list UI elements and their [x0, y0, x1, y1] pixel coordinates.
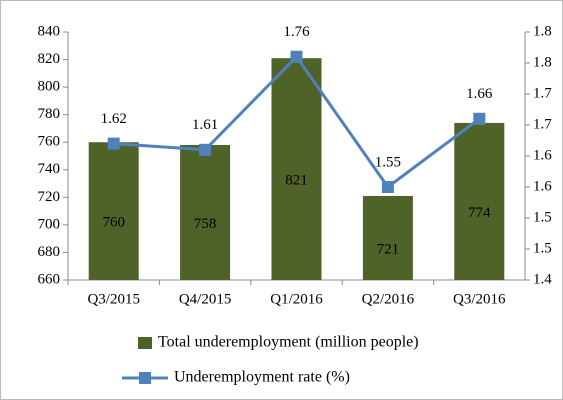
- bar: [454, 122, 505, 280]
- x-tick-label: Q1/2016: [270, 291, 323, 307]
- y-tick-label: 720: [38, 189, 61, 205]
- x-tick-label: Q3/2016: [453, 291, 506, 307]
- bar: [180, 144, 231, 280]
- bar: [362, 195, 413, 280]
- legend-label: Underemployment rate (%): [174, 369, 350, 386]
- y2-tick-label: 1.7: [533, 116, 552, 132]
- x-tick-label: Q3/2015: [87, 291, 140, 307]
- y2-tick-label: 1.5: [533, 240, 552, 256]
- y-tick-label: 740: [38, 161, 61, 177]
- line-value-label: 1.66: [466, 86, 493, 102]
- line-marker: [381, 181, 394, 193]
- bar-value-label: 758: [194, 216, 217, 232]
- bar-value-label: 721: [377, 241, 400, 257]
- legend-marker: [139, 372, 151, 384]
- y2-tick-label: 1.5: [533, 209, 552, 225]
- legend-swatch: [138, 337, 152, 349]
- bar-value-label: 774: [468, 205, 491, 221]
- legend-label: Total underemployment (million people): [158, 334, 419, 351]
- y-tick-label: 840: [38, 23, 61, 39]
- line-value-label: 1.62: [101, 111, 127, 127]
- bar: [271, 58, 322, 280]
- y2-tick-label: 1.6: [533, 147, 552, 163]
- line-value-label: 1.76: [283, 24, 310, 40]
- x-tick-label: Q2/2016: [362, 291, 415, 307]
- line-marker: [290, 50, 303, 63]
- y2-tick-label: 1.8: [533, 54, 552, 70]
- bar-value-label: 821: [285, 173, 308, 189]
- x-tick-label: Q4/2015: [179, 291, 232, 307]
- y-tick-label: 660: [38, 271, 61, 287]
- line-value-label: 1.61: [192, 117, 218, 133]
- y-tick-label: 780: [38, 106, 61, 122]
- line-marker: [199, 143, 212, 156]
- bar-value-label: 760: [102, 215, 125, 231]
- y-tick-label: 820: [38, 51, 61, 67]
- y2-tick-label: 1.4: [533, 271, 552, 287]
- y-tick-label: 800: [38, 79, 61, 95]
- y2-tick-label: 1.7: [533, 85, 552, 101]
- y-tick-label: 700: [38, 216, 61, 232]
- line-marker: [107, 137, 120, 150]
- y2-tick-label: 1.8: [533, 23, 552, 39]
- line-marker: [473, 112, 486, 125]
- y-tick-label: 680: [38, 244, 61, 260]
- bar: [88, 142, 139, 280]
- y2-tick-label: 1.6: [533, 178, 552, 194]
- line-value-label: 1.55: [375, 154, 401, 170]
- y-tick-label: 760: [38, 134, 61, 150]
